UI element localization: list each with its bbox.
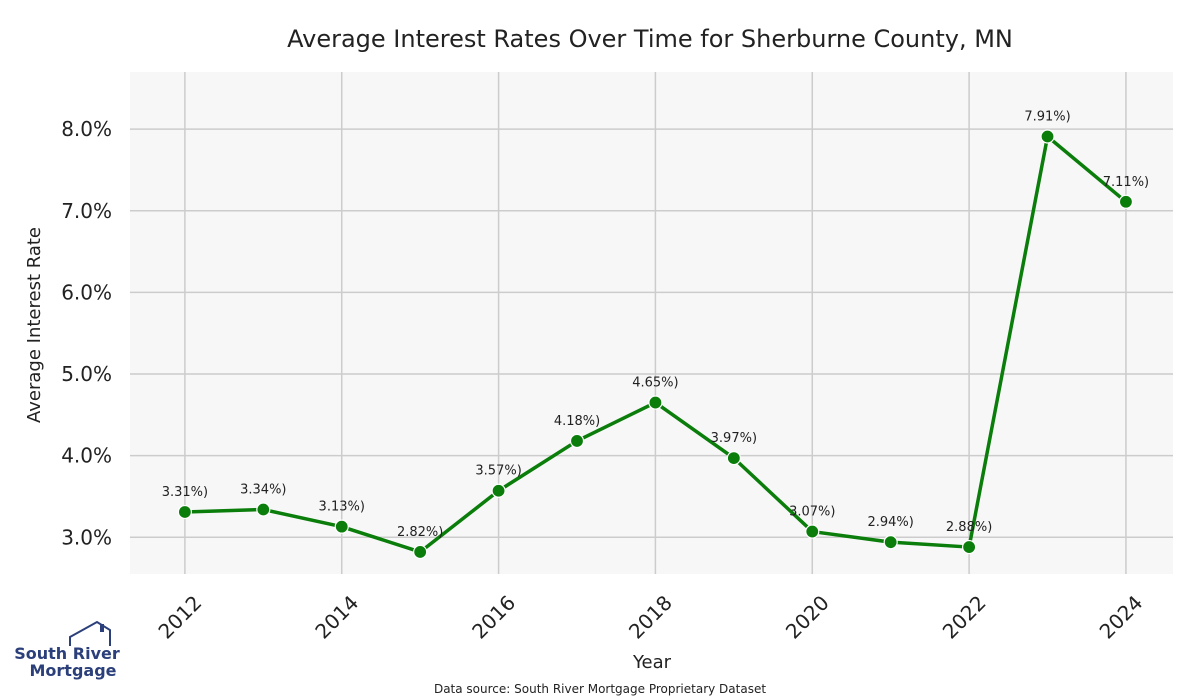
data-point (1040, 129, 1055, 144)
x-axis-label: Year (632, 652, 672, 673)
x-ticks: 2012 2014 2016 2018 2020 2022 2024 (153, 591, 1147, 644)
logo-line-1: South River (14, 644, 120, 663)
x-tick-label: 2024 (1095, 591, 1148, 644)
data-label: 7.11%) (1103, 175, 1149, 190)
series-group: 3.31%) 3.34%) 3.13%) 2.82%) 3.57%) 4.18%) 4.65… (162, 109, 1149, 560)
y-tick-label: 3.0% (61, 525, 112, 549)
y-tick-label: 7.0% (61, 199, 112, 223)
data-label: 3.57%) (475, 464, 521, 479)
data-label: 3.31%) (162, 485, 208, 500)
data-label: 2.82%) (397, 525, 443, 540)
data-point (256, 502, 271, 517)
y-tick-label: 4.0% (61, 444, 112, 468)
chimney-icon (100, 624, 104, 632)
data-label: 3.07%) (789, 505, 835, 520)
data-point (726, 450, 741, 466)
data-point (648, 395, 663, 410)
data-label: 3.34%) (240, 483, 286, 498)
x-tick-label: 2012 (153, 591, 206, 644)
data-label: 4.18%) (554, 414, 600, 429)
data-point (569, 433, 585, 449)
data-label: 3.13%) (319, 500, 365, 515)
x-tick-label: 2016 (467, 591, 520, 644)
data-label: 4.65%) (632, 376, 678, 391)
data-point (962, 539, 977, 555)
data-label: 3.97%) (711, 431, 757, 446)
data-source-note: Data source: South River Mortgage Propri… (434, 682, 766, 696)
south-river-mortgage-logo: South River Mortgage (14, 620, 120, 680)
y-axis-label: Average Interest Rate (24, 227, 45, 423)
y-tick-label: 5.0% (61, 362, 112, 386)
data-label: 2.88%) (946, 520, 992, 535)
data-label: 2.94%) (867, 515, 913, 530)
data-point (177, 504, 192, 520)
x-tick-label: 2018 (624, 591, 677, 644)
x-tick-label: 2020 (781, 591, 834, 644)
logo-line-2: Mortgage (29, 661, 116, 680)
data-point (1118, 194, 1134, 209)
data-point (805, 524, 820, 539)
house-roof-icon (69, 620, 111, 646)
data-point (883, 535, 898, 550)
x-tick-label: 2022 (938, 591, 991, 644)
plot-area (130, 72, 1173, 574)
chart-title: Average Interest Rates Over Time for She… (287, 25, 1013, 53)
x-tick-label: 2014 (310, 591, 363, 644)
y-ticks: 3.0% 4.0% 5.0% 6.0% 7.0% 8.0% (61, 117, 112, 549)
grid (130, 72, 1173, 574)
y-tick-label: 6.0% (61, 280, 112, 304)
data-point (491, 483, 506, 498)
data-label: 7.91%) (1024, 109, 1070, 124)
y-tick-label: 8.0% (61, 117, 112, 141)
data-point (334, 519, 349, 534)
data-point (413, 544, 428, 560)
